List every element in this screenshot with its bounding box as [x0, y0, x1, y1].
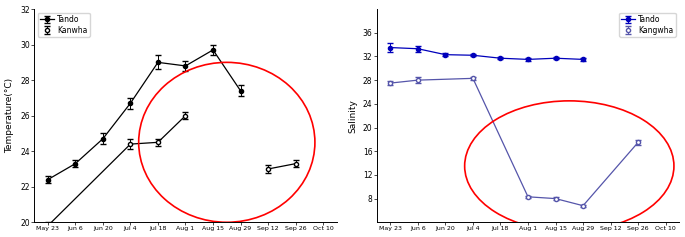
Y-axis label: Salinity: Salinity — [348, 99, 357, 133]
Legend: Tando, Kanwha: Tando, Kanwha — [38, 13, 90, 37]
Legend: Tando, Kangwha: Tando, Kangwha — [619, 13, 675, 37]
Y-axis label: Temperature(°C): Temperature(°C) — [5, 78, 14, 153]
